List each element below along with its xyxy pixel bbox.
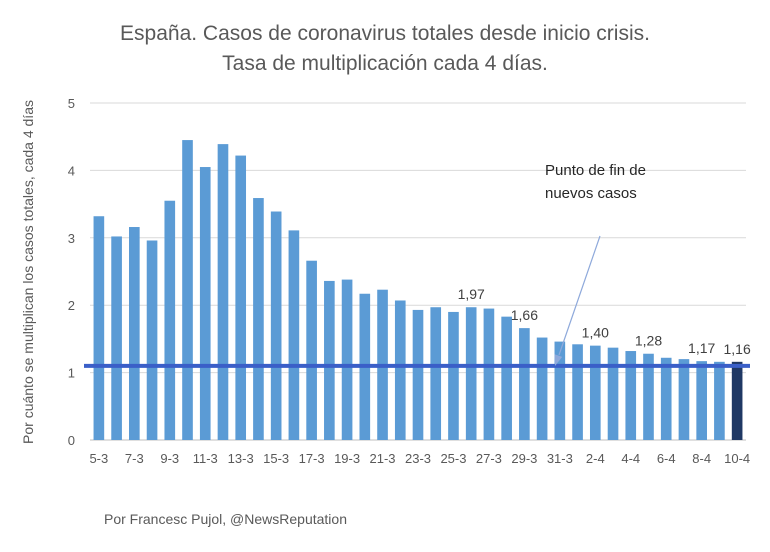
bar-6-4	[660, 357, 672, 440]
bar-31-3	[554, 341, 566, 440]
data-label: 1,16	[724, 341, 751, 357]
chart-title-line-2: Tasa de multiplicación cada 4 días.	[222, 52, 548, 75]
bars	[93, 140, 743, 440]
bar-17-3	[306, 260, 317, 440]
y-tick-label: 3	[68, 231, 75, 246]
bar-30-3	[536, 337, 548, 440]
x-tick-label: 11-3	[193, 451, 218, 466]
credit-text: Por Francesc Pujol, @NewsReputation	[104, 511, 347, 527]
x-tick-label: 9-3	[160, 451, 179, 466]
x-tick-label: 10-4	[724, 451, 750, 466]
chart-title-line-1: España. Casos de coronavirus totales des…	[120, 22, 650, 45]
x-tick-label: 6-4	[657, 451, 676, 466]
y-axis-ticks: 0 1 2 3 4 5	[68, 96, 75, 448]
x-tick-label: 31-3	[547, 451, 573, 466]
bar-16-3	[288, 230, 300, 440]
data-label: 1,97	[458, 286, 485, 302]
annotation-arrow	[558, 235, 601, 356]
data-labels: 1,97 1,66 1,40 1,28 1,17 1,16	[458, 286, 751, 357]
bar-28-3	[501, 316, 512, 440]
bar-1-4	[572, 344, 583, 440]
bar-4-4	[625, 351, 637, 440]
x-tick-label: 29-3	[511, 451, 537, 466]
bar-15-3	[270, 211, 282, 440]
y-tick-label: 5	[68, 96, 75, 111]
x-tick-label: 2-4	[586, 451, 605, 466]
data-label: 1,66	[511, 307, 538, 323]
bar-9-4	[714, 361, 725, 440]
bar-10-3	[182, 140, 193, 440]
bar-26-3	[465, 307, 477, 440]
x-tick-label: 5-3	[89, 451, 108, 466]
data-label: 1,28	[635, 333, 662, 349]
bar-2-4	[589, 345, 601, 440]
bar-6-3	[111, 236, 122, 440]
annotation-line-1: Punto de fin de	[545, 162, 646, 179]
bar-5-4	[643, 353, 654, 440]
x-tick-label: 17-3	[299, 451, 325, 466]
x-tick-label: 7-3	[125, 451, 144, 466]
bar-25-3	[448, 311, 459, 440]
bar-8-3	[146, 240, 158, 440]
data-label: 1,40	[582, 325, 609, 341]
bar-24-3	[430, 307, 442, 440]
y-tick-label: 4	[68, 163, 75, 178]
annotation: Punto de fin de nuevos casos	[545, 162, 646, 366]
x-tick-label: 19-3	[334, 451, 360, 466]
bar-14-3	[253, 198, 264, 440]
x-tick-label: 25-3	[440, 451, 466, 466]
bar-12-3	[217, 144, 229, 440]
y-tick-label: 0	[68, 433, 75, 448]
annotation-line-2: nuevos casos	[545, 185, 637, 202]
bar-13-3	[235, 155, 247, 440]
bar-29-3	[519, 328, 530, 440]
x-tick-label: 23-3	[405, 451, 431, 466]
bar-7-3	[129, 227, 140, 440]
bar-27-3	[483, 308, 495, 440]
gridlines	[90, 102, 746, 441]
data-label: 1,17	[688, 340, 715, 356]
x-tick-label: 27-3	[476, 451, 502, 466]
bar-3-4	[607, 347, 619, 440]
x-tick-label: 13-3	[228, 451, 254, 466]
bar-7-4	[678, 359, 690, 440]
x-tick-label: 4-4	[621, 451, 640, 466]
bar-19-3	[341, 279, 353, 440]
bar-11-3	[199, 167, 211, 440]
y-axis-label: Por cuánto se multiplican los casos tota…	[20, 100, 36, 444]
bar-23-3	[412, 309, 424, 440]
bar-10-4	[731, 361, 743, 440]
bar-9-3	[164, 200, 176, 440]
y-tick-label: 1	[68, 366, 75, 381]
x-tick-label: 8-4	[692, 451, 711, 466]
x-axis-ticks: 5-3 7-3 9-3 11-3 13-3 15-3 17-3 19-3 21-3 23-3 25-…	[89, 451, 750, 466]
y-tick-label: 2	[68, 298, 75, 313]
bar-22-3	[394, 300, 406, 440]
x-tick-label: 15-3	[263, 451, 289, 466]
x-tick-label: 21-3	[370, 451, 396, 466]
bar-5-3	[93, 216, 105, 440]
annotation-arrowhead	[554, 354, 563, 366]
bar-18-3	[324, 280, 335, 440]
bar-8-4	[696, 361, 707, 440]
